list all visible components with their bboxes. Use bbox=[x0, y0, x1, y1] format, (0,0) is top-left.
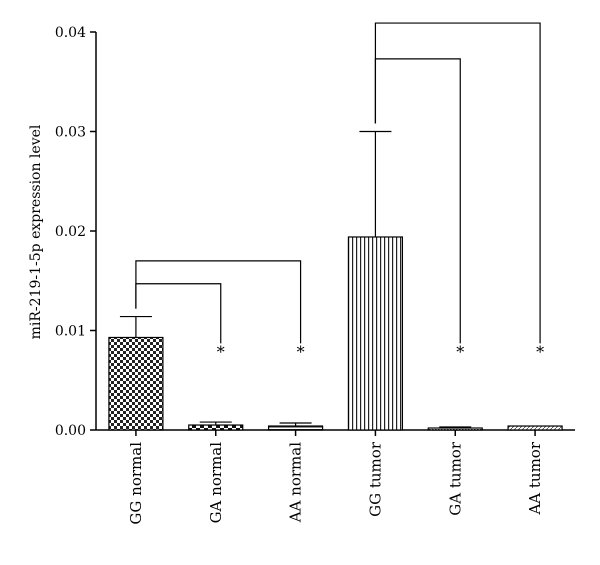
significance-star: * bbox=[536, 342, 544, 361]
significance-star: * bbox=[217, 342, 225, 361]
comparison-bracket bbox=[135, 260, 302, 344]
error-bars bbox=[119, 130, 472, 429]
x-category-label: AA normal bbox=[287, 442, 305, 523]
significance-markers: * * * * bbox=[217, 342, 544, 361]
x-category-label: AA tumor bbox=[526, 441, 544, 515]
x-category-label: GG normal bbox=[127, 442, 145, 525]
bar bbox=[347, 236, 404, 431]
bar bbox=[507, 425, 563, 431]
x-category-labels: GG normal GA normal AA normal GG tumor GA tu… bbox=[127, 441, 544, 524]
comparison-brackets bbox=[135, 22, 541, 344]
significance-star: * bbox=[456, 342, 464, 361]
bars bbox=[108, 236, 563, 431]
axes bbox=[90, 31, 575, 436]
y-tick-labels: 0.00 0.01 0.02 0.03 0.04 bbox=[55, 25, 86, 439]
bar bbox=[427, 427, 483, 431]
y-axis-label: miR-219-1-5p expression level bbox=[28, 124, 44, 339]
bar bbox=[108, 336, 164, 431]
comparison-bracket bbox=[374, 22, 541, 344]
x-category-label: GA tumor bbox=[446, 441, 464, 516]
y-tick-label: 0.03 bbox=[55, 125, 86, 141]
y-tick-label: 0.02 bbox=[55, 224, 86, 240]
comparison-bracket bbox=[135, 283, 222, 344]
y-tick-label: 0.00 bbox=[55, 423, 86, 439]
bar bbox=[267, 425, 324, 431]
significance-star: * bbox=[297, 342, 305, 361]
x-category-label: GA normal bbox=[207, 442, 225, 524]
y-tick-label: 0.01 bbox=[55, 324, 86, 340]
y-tick-label: 0.04 bbox=[55, 25, 86, 41]
bar bbox=[188, 424, 244, 431]
x-category-label: GG tumor bbox=[366, 441, 384, 517]
